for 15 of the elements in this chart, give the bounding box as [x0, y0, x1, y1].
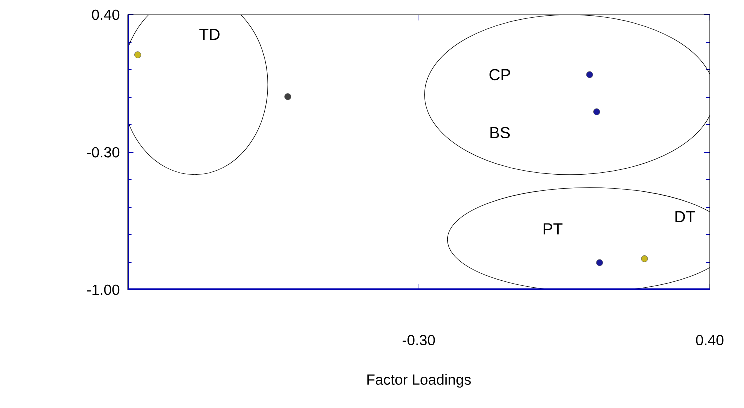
point	[134, 52, 142, 58]
y-tick-label: -1.00	[87, 284, 120, 296]
annotation: DT	[676, 211, 696, 222]
point	[641, 256, 648, 262]
annotation: CP	[490, 69, 510, 81]
annotation: BS	[490, 127, 510, 139]
point	[594, 108, 600, 116]
x-axis-title: Factor Loadings	[368, 374, 472, 388]
point	[284, 94, 292, 100]
point	[596, 259, 604, 266]
y-tick-label: 0.40	[92, 10, 120, 20]
point	[586, 72, 594, 78]
annotation: TD	[200, 29, 220, 40]
y-tick-label: -0.30	[87, 147, 120, 158]
annotation: PT	[544, 224, 563, 235]
